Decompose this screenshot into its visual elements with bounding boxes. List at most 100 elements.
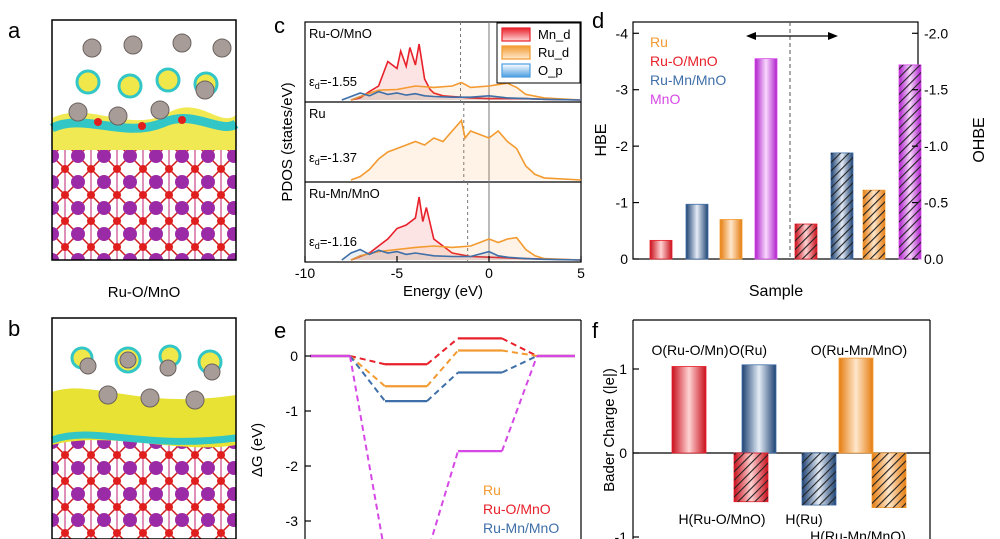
ohbe-y-tick-label: -1.5 (924, 82, 948, 98)
pdos-line-O_p (341, 90, 581, 101)
hbe-x-label: Sample (749, 283, 803, 300)
pdos-subpanel-label: Ru (309, 106, 326, 121)
ohbe-y-tick-label: -0.5 (924, 195, 948, 211)
dg-legend-Ru: Ru (483, 482, 501, 498)
pdos-x-label: Energy (eV) (403, 283, 483, 300)
pdos-line-Mn_d (350, 43, 581, 101)
bader-bar-O-Ru (838, 357, 874, 454)
d-band-center-label: εd=-1.16 (309, 234, 357, 251)
panel-letter-c: c (274, 13, 285, 38)
pdos-x-tick-label: 5 (577, 265, 585, 281)
bar-hatch (863, 190, 885, 259)
bar-hatch (795, 224, 817, 259)
bader-y-tick-label: 1 (619, 361, 627, 377)
bader-top-label: O(Ru-O/Mn) (652, 342, 729, 358)
dg-connector (426, 371, 459, 402)
hbe-y-tick-label: 0 (620, 251, 628, 267)
hbe-y-tick-label: -3 (616, 82, 629, 98)
dg-y-tick-label: -2 (286, 458, 299, 474)
ohbe-y-tick-label: 0.0 (924, 251, 944, 267)
legend-label: O_p (538, 63, 563, 78)
dg-connector (430, 450, 459, 539)
ohbe-y-tick-label: -2.0 (924, 25, 948, 41)
bader-chart: 1 0 -1 O(Ru-O/Mn) O(Ru) O(Ru-Mn/MnO) H(Ru-O/Mn… (601, 319, 931, 539)
legend-swatch-Mn_d (501, 27, 531, 42)
bar-hatch (899, 64, 921, 259)
bar-hatch (831, 152, 853, 259)
hbe-y-tick-label: -4 (616, 25, 629, 41)
hbe-legend-Ru-O/MnO: Ru-O/MnO (650, 53, 718, 69)
hbe-y-tick-label: -2 (616, 138, 629, 154)
bader-top-label: O(Ru) (729, 342, 767, 358)
bar-hbe-MnO (754, 58, 778, 260)
dg-connector (349, 355, 386, 366)
dg-connector (426, 349, 459, 387)
d-band-center-label: εd=-1.37 (309, 150, 357, 167)
hbe-y-label: HBE (593, 124, 610, 157)
dg-connector (426, 337, 459, 366)
hbe-chart: -4 -3 -2 -1 0 -2.0 -1.5 -1.0 -0.5 0.0 Ru Ru-O/MnO Ru… (593, 21, 988, 300)
bar-hatch (872, 453, 906, 508)
bar-hbe-Ru-O/MnO (649, 239, 673, 260)
ohbe-y-tick-label: -1.0 (924, 138, 948, 154)
dg-legend-Ru-Mn/MnO: Ru-Mn/MnO (483, 520, 559, 536)
bar-hbe-Ru (719, 219, 743, 260)
hbe-legend-MnO: MnO (650, 91, 680, 107)
panel-letter-b: b (8, 316, 20, 341)
bader-y-tick-label: -1 (615, 529, 628, 539)
pdos-subpanel-2 (350, 102, 581, 182)
bar-hatch (734, 453, 768, 502)
structure-image-b (50, 317, 237, 539)
hbe-legend-Ru-Mn/MnO: Ru-Mn/MnO (650, 72, 726, 88)
pdos-area-O_p (341, 91, 581, 100)
dg-legend-Ru-O/MnO: Ru-O/MnO (483, 501, 551, 517)
bader-y-label: Bader Charge (|e|) (601, 368, 618, 492)
hbe-y-tick-label: -1 (616, 195, 629, 211)
structure-image-a (50, 19, 239, 261)
pdos-line-Ru_d (350, 81, 581, 101)
bader-bottom-label: H(Ru-O/MnO) (678, 511, 765, 527)
panel-letter-d: d (592, 8, 604, 33)
bader-bar-O-Ru-O/MnO (671, 366, 707, 454)
pdos-subpanel-1 (341, 22, 581, 102)
arrow-left-head (746, 32, 756, 40)
dg-connector (501, 349, 538, 357)
pdos-line-Mn_d (350, 196, 581, 261)
pdos-x-tick-label: -10 (295, 265, 315, 281)
ohbe-y-label: OHBE (971, 117, 988, 162)
bader-bottom-label: H(Ru-Mn/MnO) (810, 528, 906, 539)
bar-hbe-Ru-Mn/MnO (685, 203, 709, 260)
pdos-subpanel-3 (341, 182, 581, 262)
dg-y-tick-label: 0 (290, 348, 298, 364)
dg-connector (501, 355, 538, 374)
panel-letter-e: e (274, 318, 286, 343)
dg-y-tick-label: -3 (286, 513, 299, 529)
dg-connector (501, 355, 538, 452)
pdos-y-label: PDOS (states/eV) (279, 82, 296, 201)
legend-swatch-Ru_d (501, 45, 531, 60)
pdos-area-O_p (341, 249, 581, 260)
pdos-line-O_p (341, 248, 581, 261)
dg-connector (349, 355, 384, 539)
pdos-subpanel-label: Ru-O/MnO (309, 26, 372, 41)
panel-letter-a: a (8, 18, 21, 43)
panel-a-caption: Ru-O/MnO (108, 284, 181, 301)
pdos-area-Ru_d (351, 120, 581, 180)
arrow-right-head (828, 32, 838, 40)
dg-connector (501, 337, 538, 357)
pdos-area-Mn_d (351, 197, 581, 260)
dg-connector (349, 355, 386, 388)
bader-bar-O-Ru-Mn/MnO (741, 364, 777, 454)
legend-label: Ru_d (538, 45, 569, 60)
dg-series-MnO (310, 354, 575, 539)
bader-top-label: O(Ru-Mn/MnO) (811, 342, 907, 358)
d-band-center-label: εd=-1.55 (309, 74, 357, 91)
bader-bottom-label: H(Ru) (785, 511, 822, 527)
hbe-legend-Ru: Ru (650, 34, 668, 50)
pdos-area-Ru_d (351, 82, 581, 100)
pdos-x-tick-label: -5 (391, 265, 404, 281)
pdos-line-Ru_d (350, 236, 581, 261)
pdos-line-Ru_d (350, 118, 581, 181)
dg-series-Ru-O/MnO (310, 337, 575, 366)
